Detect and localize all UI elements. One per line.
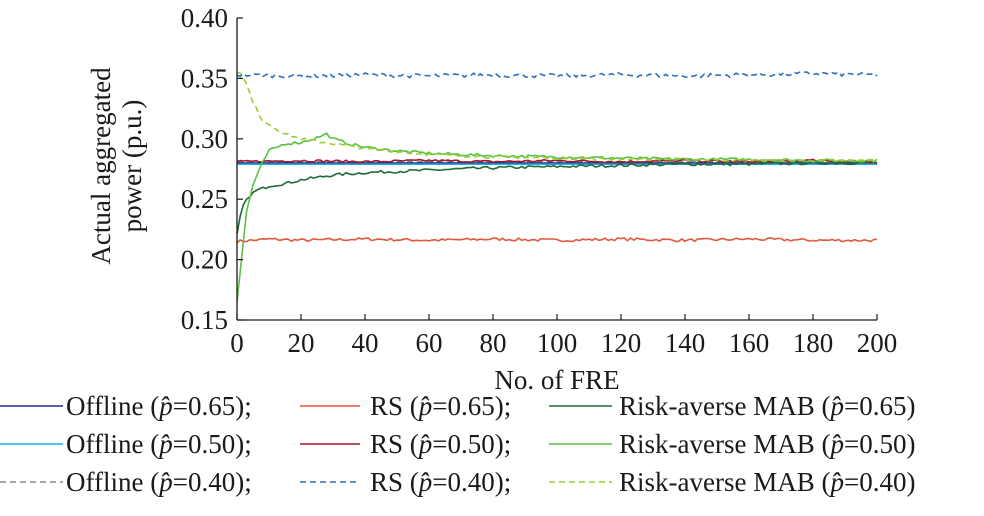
y-axis-label-line-2: power (p.u.): [117, 100, 147, 233]
series-line-4: [236, 158, 878, 164]
x-tick-label: 20: [288, 328, 315, 358]
y-tick-label: 0.40: [181, 3, 228, 33]
legend-label: Offline (p̂=0.50);: [66, 429, 252, 459]
y-tick-label: 0.15: [181, 305, 228, 335]
y-axis-label-line-1: Actual aggregated: [86, 67, 116, 265]
series-line-2: [236, 160, 878, 235]
x-tick-label: 40: [352, 328, 379, 358]
series-line-8: [236, 71, 878, 163]
x-tick-label: 60: [416, 328, 443, 358]
legend-label: Risk-averse MAB (p̂=0.40): [619, 467, 915, 497]
axes-layer: 0 20 40 60 80 100 120 140 160 180 200 0.15 0.20 0.25 0…: [181, 3, 898, 358]
x-tick-label: 0: [230, 328, 244, 358]
legend: Offline (p̂=0.65); RS (p̂=0.65); Risk-aver…: [0, 391, 915, 497]
x-tick-label: 80: [480, 328, 507, 358]
legend-label: RS (p̂=0.65);: [370, 391, 511, 421]
series-line-1: [236, 237, 878, 244]
legend-label: Risk-averse MAB (p̂=0.50): [619, 429, 915, 459]
x-tick-label: 180: [793, 328, 834, 358]
x-tick-label: 160: [729, 328, 770, 358]
legend-label: Offline (p̂=0.65);: [66, 391, 252, 421]
x-axis-label: No. of FRE: [494, 365, 619, 395]
series-layer: [236, 70, 878, 303]
legend-label: Risk-averse MAB (p̂=0.65): [619, 391, 915, 421]
legend-label: RS (p̂=0.50);: [370, 429, 511, 459]
legend-label: Offline (p̂=0.40);: [66, 467, 252, 497]
legend-label: RS (p̂=0.40);: [370, 467, 511, 497]
x-tick-label: 100: [537, 328, 578, 358]
x-tick-label: 200: [857, 328, 898, 358]
y-tick-label: 0.30: [181, 124, 228, 154]
series-line-7: [236, 70, 878, 79]
y-tick-label: 0.20: [181, 245, 228, 275]
x-tick-label: 120: [601, 328, 642, 358]
y-tick-label: 0.25: [181, 184, 228, 214]
y-tick-label: 0.35: [181, 63, 228, 93]
x-tick-label: 140: [665, 328, 706, 358]
